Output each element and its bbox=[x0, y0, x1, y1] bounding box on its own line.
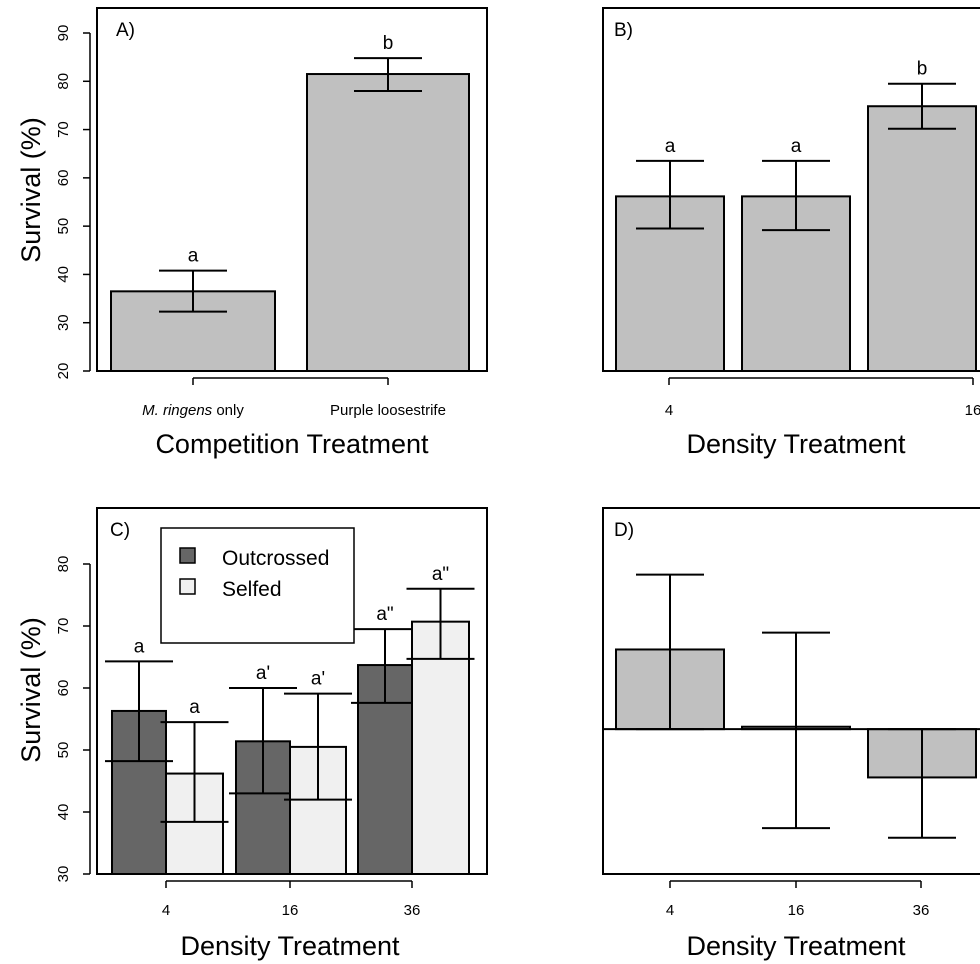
bar bbox=[615, 195, 725, 372]
y-tick-label: 40 bbox=[559, 250, 576, 267]
x-tick-label: 4 bbox=[666, 902, 674, 919]
plot-frame bbox=[602, 507, 980, 875]
y-tick-label: 0.4 bbox=[559, 526, 576, 547]
x-axis-title: Density Treatment bbox=[180, 931, 400, 961]
x-tick-label: 16 bbox=[282, 902, 299, 919]
significance-letter: a' bbox=[256, 663, 270, 684]
panel-label: A) bbox=[116, 20, 135, 41]
legend-swatch-selfed bbox=[179, 578, 196, 595]
legend-label-selfed: Selfed bbox=[222, 578, 282, 601]
legend: Outcrossed Selfed bbox=[160, 527, 355, 644]
x-tick-label: 4 bbox=[162, 902, 170, 919]
significance-letter: a" bbox=[432, 564, 449, 585]
y-tick-label: 70 bbox=[55, 121, 72, 138]
significance-letter: a bbox=[791, 136, 802, 157]
y-axis-title: Inbreeding Depression (δ) bbox=[516, 534, 546, 846]
y-tick-label: 0.2 bbox=[559, 622, 576, 643]
panel-c: C) Survival (%) Density Treatment a a a' a'… bbox=[16, 507, 488, 961]
panel-a: A) Survival (%) Competition Treatment a b… bbox=[16, 7, 488, 459]
y-axis-title: Survival (%) bbox=[516, 117, 546, 263]
x-tick-label: M. ringens only bbox=[142, 402, 244, 419]
plot-frame bbox=[96, 7, 488, 372]
x-axis-title: Competition Treatment bbox=[155, 429, 429, 459]
x-tick-label: 4 bbox=[665, 402, 673, 419]
x-tick-label: 16 bbox=[788, 902, 805, 919]
panel-b: B) Survival (%) Density Treatment a a b 20… bbox=[516, 7, 980, 459]
x-tick-label: Purple loosestrife bbox=[330, 402, 446, 419]
panel-label: C) bbox=[110, 520, 130, 541]
y-axis-title: Survival (%) bbox=[16, 617, 46, 763]
bar bbox=[867, 105, 977, 372]
panel-d: D) Inbreeding Depression (δ) Density Tre… bbox=[516, 507, 980, 961]
x-tick-label: 36 bbox=[913, 902, 930, 919]
significance-letter: a bbox=[134, 636, 145, 657]
y-tick-label: 70 bbox=[55, 618, 72, 635]
y-tick-label: 0.3 bbox=[559, 574, 576, 595]
bar bbox=[165, 772, 224, 875]
y-axis-title: Survival (%) bbox=[16, 117, 46, 263]
y-tick-label: −0.1 bbox=[559, 763, 576, 793]
significance-letter: a bbox=[188, 246, 199, 267]
y-tick-label: 80 bbox=[55, 73, 72, 90]
significance-letter: b bbox=[917, 59, 928, 80]
significance-letter: a' bbox=[311, 669, 325, 690]
y-tick-label: 50 bbox=[55, 218, 72, 235]
y-tick-label: 20 bbox=[559, 363, 576, 380]
significance-letter: b bbox=[383, 33, 394, 54]
y-tick-label: 0.1 bbox=[559, 670, 576, 691]
x-axis-title: Density Treatment bbox=[686, 931, 906, 961]
x-axis-title: Density Treatment bbox=[686, 429, 906, 459]
y-tick-label: 50 bbox=[55, 742, 72, 759]
y-tick-label: −0.3 bbox=[559, 859, 576, 889]
y-tick-label: 60 bbox=[559, 137, 576, 154]
significance-letter: a" bbox=[376, 604, 393, 625]
y-tick-label: 30 bbox=[559, 306, 576, 323]
panel-label: D) bbox=[614, 520, 634, 541]
x-tick-label: 36 bbox=[404, 902, 421, 919]
y-tick-label: 40 bbox=[55, 266, 72, 283]
y-tick-label: 60 bbox=[55, 680, 72, 697]
y-tick-label: 30 bbox=[55, 866, 72, 883]
y-tick-label: 50 bbox=[559, 194, 576, 211]
y-tick-label: 90 bbox=[55, 25, 72, 42]
y-tick-label: 80 bbox=[55, 556, 72, 573]
x-tick-label: 16 bbox=[965, 402, 980, 419]
panel-label: B) bbox=[614, 20, 633, 41]
y-tick-label: 60 bbox=[55, 170, 72, 187]
legend-label-outcrossed: Outcrossed bbox=[222, 547, 329, 570]
legend-swatch-outcrossed bbox=[179, 547, 196, 564]
y-tick-label: 80 bbox=[559, 25, 576, 42]
y-tick-label: 20 bbox=[55, 363, 72, 380]
y-tick-label: 30 bbox=[55, 314, 72, 331]
y-tick-label: 70 bbox=[559, 81, 576, 98]
y-tick-label: 40 bbox=[55, 804, 72, 821]
bar bbox=[411, 620, 470, 875]
bar bbox=[306, 73, 470, 373]
significance-letter: a bbox=[189, 697, 200, 718]
significance-letter: a bbox=[665, 136, 676, 157]
